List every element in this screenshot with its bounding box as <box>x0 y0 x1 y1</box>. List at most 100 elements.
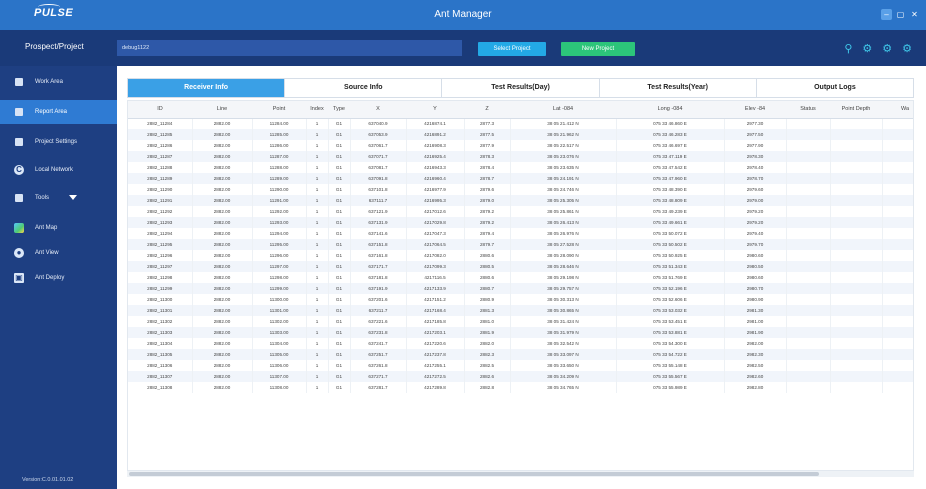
gear-alt-icon[interactable]: ⚙ <box>882 43 893 55</box>
table-cell <box>882 382 913 393</box>
table-row[interactable]: 2882_11302 2882.00 11302.00 1 G1 637221.6 4217… <box>128 316 913 327</box>
sidebar: Work Area Report Area Project Settings C… <box>0 66 117 489</box>
gear-icon[interactable]: ⚙ <box>862 43 873 55</box>
table-row[interactable]: 2882_11303 2882.00 11303.00 1 G1 637231.8 4217… <box>128 327 913 338</box>
column-header[interactable]: Z <box>464 101 510 119</box>
table-cell: 637061.7 <box>350 140 407 151</box>
table-cell: 4217029.8 <box>406 217 465 228</box>
column-header[interactable]: Wa <box>882 101 913 119</box>
table-cell: 11286.00 <box>252 140 307 151</box>
column-header[interactable]: Elev -84 <box>724 101 786 119</box>
table-row[interactable]: 2882_11291 2882.00 11291.00 1 G1 637111.7 4216… <box>128 195 913 206</box>
table-cell: 4217012.6 <box>406 206 465 217</box>
table-row[interactable]: 2882_11301 2882.00 11301.00 1 G1 637211.7 4217… <box>128 305 913 316</box>
table-cell: 637231.8 <box>350 327 407 338</box>
table-cell: G1 <box>328 349 351 360</box>
table-cell: 4217203.1 <box>406 327 465 338</box>
sidebar-item-tools[interactable]: Tools <box>0 186 117 210</box>
sidebar-item-local-network[interactable]: C Local Network <box>0 158 117 182</box>
table-row[interactable]: 2882_11293 2882.00 11293.00 1 G1 637131.9 4217… <box>128 217 913 228</box>
table-row[interactable]: 2882_11295 2882.00 11295.00 1 G1 637151.8 4217… <box>128 239 913 250</box>
table-row[interactable]: 2882_11308 2882.00 11308.00 1 G1 637281.7 4217… <box>128 382 913 393</box>
table-row[interactable]: 2882_11292 2882.00 11292.00 1 G1 637121.9 4217… <box>128 206 913 217</box>
table-cell: 38 05 30.865 N <box>510 305 617 316</box>
column-header[interactable]: ID <box>128 101 192 119</box>
project-input[interactable] <box>117 40 462 56</box>
tab-receiver-info[interactable]: Receiver Info <box>128 79 286 97</box>
table-row[interactable]: 2882_11299 2882.00 11299.00 1 G1 637191.9 4217… <box>128 283 913 294</box>
table-cell: 637121.9 <box>350 206 407 217</box>
sidebar-item-ant-view[interactable]: ● Ant View <box>0 241 117 265</box>
maximize-icon[interactable]: ▢ <box>896 10 905 19</box>
table-cell <box>786 261 831 272</box>
table-row[interactable]: 2882_11289 2882.00 11289.00 1 G1 637091.8 4216… <box>128 173 913 184</box>
table-row[interactable]: 2882_11307 2882.00 11307.00 1 G1 637271.7 4217… <box>128 371 913 382</box>
table-row[interactable]: 2882_11306 2882.00 11306.00 1 G1 637261.8 4217… <box>128 360 913 371</box>
column-header[interactable]: Point Depth <box>830 101 882 119</box>
settings-icon[interactable]: ⚙ <box>902 43 912 55</box>
table-row[interactable]: 2882_11286 2882.00 11286.00 1 G1 637061.7 4216… <box>128 140 913 151</box>
table-cell: 11291.00 <box>252 195 307 206</box>
table-cell: 2882_11308 <box>128 382 193 393</box>
new-project-button[interactable]: New Project <box>561 42 635 56</box>
column-header[interactable]: Long -084 <box>616 101 724 119</box>
table-row[interactable]: 2882_11298 2882.00 11298.00 1 G1 637181.8 4217… <box>128 272 913 283</box>
table-row[interactable]: 2882_11284 2882.00 11284.00 1 G1 637040.9 4216… <box>128 118 913 129</box>
table-row[interactable]: 2882_11296 2882.00 11296.00 1 G1 637161.8 4217… <box>128 250 913 261</box>
table-row[interactable]: 2882_11294 2882.00 11294.00 1 G1 637141.6 4217… <box>128 228 913 239</box>
column-header[interactable]: X <box>350 101 406 119</box>
table-cell: 1 <box>306 294 329 305</box>
close-icon[interactable]: ✕ <box>911 10 918 19</box>
select-project-button[interactable]: Select Project <box>478 42 546 56</box>
table-cell <box>830 250 883 261</box>
scrollbar-thumb[interactable] <box>129 472 819 476</box>
table-cell: 38 05 33.650 N <box>510 360 617 371</box>
table-cell: 1 <box>306 184 329 195</box>
table-cell: 2882.00 <box>192 382 253 393</box>
table-row[interactable]: 2882_11285 2882.00 11285.00 1 G1 637053.9 4216… <box>128 129 913 140</box>
tab-output-logs[interactable]: Output Logs <box>756 79 914 97</box>
table-cell <box>830 316 883 327</box>
sidebar-item-label: Project Settings <box>35 139 78 145</box>
table-row[interactable]: 2882_11290 2882.00 11290.00 1 G1 637101.8 4216… <box>128 184 913 195</box>
column-header[interactable]: Index <box>306 101 328 119</box>
table-cell: 1 <box>306 118 329 129</box>
sidebar-item-ant-deploy[interactable]: ▣ Ant Deploy <box>0 266 117 290</box>
sidebar-item-project-settings[interactable]: Project Settings <box>0 130 117 154</box>
table-row[interactable]: 2882_11300 2882.00 11300.00 1 G1 637201.6 4217… <box>128 294 913 305</box>
tab-test-results-day[interactable]: Test Results(Day) <box>442 79 600 97</box>
table-cell: 075 33 50.072 E <box>616 228 725 239</box>
table-row[interactable]: 2882_11305 2882.00 11305.00 1 G1 637251.7 4217… <box>128 349 913 360</box>
table-cell <box>882 327 913 338</box>
column-header[interactable]: Point <box>252 101 306 119</box>
table-cell: 4217064.5 <box>406 239 465 250</box>
sidebar-item-ant-map[interactable]: Ant Map <box>0 216 117 240</box>
table-cell <box>882 184 913 195</box>
column-header[interactable]: Lat -084 <box>510 101 616 119</box>
column-header[interactable]: Line <box>192 101 252 119</box>
receiver-table[interactable]: ID Line Point Index Type X Y Z Lat -084 Long -084… <box>127 100 914 471</box>
table-cell <box>786 173 831 184</box>
tab-source-info[interactable]: Source Info <box>285 79 443 97</box>
sidebar-item-report-area[interactable]: Report Area <box>0 100 117 124</box>
sidebar-item-work-area[interactable]: Work Area <box>0 70 117 94</box>
table-cell: 4216960.4 <box>406 173 465 184</box>
table-cell <box>830 217 883 228</box>
tab-test-results-year[interactable]: Test Results(Year) <box>599 79 757 97</box>
table-row[interactable]: 2882_11297 2882.00 11297.00 1 G1 637171.7 4217… <box>128 261 913 272</box>
table-row[interactable]: 2882_11287 2882.00 11287.00 1 G1 637071.7 4216… <box>128 151 913 162</box>
main-panel: Receiver Info Source Info Test Results(D… <box>117 66 926 489</box>
column-header[interactable]: Y <box>406 101 464 119</box>
table-row[interactable]: 2882_11304 2882.00 11304.00 1 G1 637241.7 4217… <box>128 338 913 349</box>
table-cell: 38 05 30.313 N <box>510 294 617 305</box>
column-header[interactable]: Status <box>786 101 830 119</box>
table-cell: 11307.00 <box>252 371 307 382</box>
horizontal-scrollbar[interactable] <box>127 471 914 477</box>
table-row[interactable]: 2882_11288 2882.00 11288.00 1 G1 637081.7 4216… <box>128 162 913 173</box>
column-header[interactable]: Type <box>328 101 350 119</box>
table-cell <box>830 338 883 349</box>
table-cell: 1 <box>306 195 329 206</box>
minimize-icon[interactable]: – <box>881 9 892 20</box>
link-icon[interactable]: ⚲ <box>844 43 853 55</box>
table-cell: 2977.90 <box>724 140 787 151</box>
